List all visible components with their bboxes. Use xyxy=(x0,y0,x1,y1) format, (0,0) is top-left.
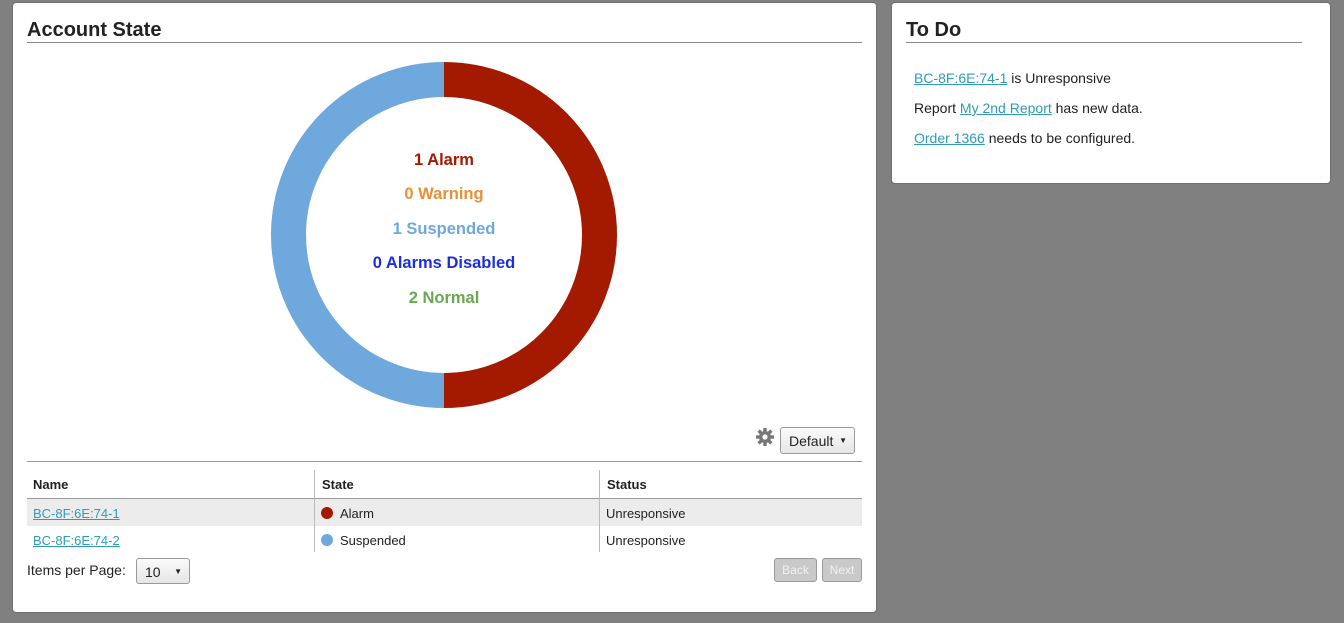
row-status: Unresponsive xyxy=(606,506,686,521)
todo-item: BC-8F:6E:74-1 is Unresponsive xyxy=(914,70,1111,86)
items-per-page-select[interactable]: 10 ▼ xyxy=(136,558,190,584)
todo-item: Report My 2nd Report has new data. xyxy=(914,100,1143,116)
column-divider xyxy=(599,470,600,552)
next-button[interactable]: Next xyxy=(822,558,862,582)
column-header-state[interactable]: State xyxy=(322,477,354,492)
row-state: Alarm xyxy=(340,506,374,521)
legend-alarm: 1 Alarm xyxy=(414,151,474,169)
todo-item-suffix: is Unresponsive xyxy=(1007,70,1111,86)
table-top-rule xyxy=(27,461,862,462)
column-header-name[interactable]: Name xyxy=(33,477,69,492)
legend-normal: 2 Normal xyxy=(408,289,480,307)
legend-warning: 0 Warning xyxy=(404,185,484,203)
table-header-rule xyxy=(27,498,862,499)
column-header-status[interactable]: Status xyxy=(607,477,647,492)
table-row: BC-8F:6E:74-1 Alarm Unresponsive xyxy=(27,499,862,526)
legend-suspended: 1 Suspended xyxy=(392,220,496,238)
chevron-down-icon: ▼ xyxy=(839,436,847,445)
title-divider xyxy=(27,42,862,43)
todo-item: Order 1366 needs to be configured. xyxy=(914,130,1135,146)
view-select-dropdown[interactable]: Default ▼ xyxy=(780,427,855,454)
todo-item-suffix: has new data. xyxy=(1051,100,1143,116)
todo-title: To Do xyxy=(906,19,962,41)
items-per-page-label: Items per Page: xyxy=(27,562,126,578)
account-state-panel: Account State 1 Alarm 0 Warning 1 Suspende… xyxy=(12,2,877,613)
gear-icon[interactable] xyxy=(755,427,775,447)
row-status: Unresponsive xyxy=(606,533,686,548)
todo-item-suffix: needs to be configured. xyxy=(984,130,1136,146)
chevron-down-icon: ▼ xyxy=(174,567,182,576)
account-state-donut-chart xyxy=(271,62,617,408)
table-row: BC-8F:6E:74-2 Suspended Unresponsive xyxy=(27,526,862,553)
suspended-state-dot-icon xyxy=(321,534,333,546)
todo-item-prefix: Report xyxy=(914,100,960,116)
todo-item-link[interactable]: BC-8F:6E:74-1 xyxy=(914,70,1008,86)
todo-item-link[interactable]: Order 1366 xyxy=(914,130,985,146)
donut-slice-suspended xyxy=(271,62,445,408)
items-per-page-value: 10 xyxy=(145,564,161,580)
legend-alarms-disabled: 0 Alarms Disabled xyxy=(372,254,516,272)
alarm-state-dot-icon xyxy=(321,507,333,519)
back-button[interactable]: Back xyxy=(774,558,817,582)
row-name-link[interactable]: BC-8F:6E:74-2 xyxy=(33,533,120,548)
title-divider xyxy=(906,42,1302,43)
account-state-title: Account State xyxy=(27,19,162,41)
todo-item-link[interactable]: My 2nd Report xyxy=(959,100,1052,116)
column-divider xyxy=(314,470,315,552)
view-select-value: Default xyxy=(789,433,834,449)
row-name-link[interactable]: BC-8F:6E:74-1 xyxy=(33,506,120,521)
donut-slice-alarm xyxy=(443,62,617,408)
row-state: Suspended xyxy=(340,533,406,548)
todo-panel: To Do BC-8F:6E:74-1 is Unresponsive Repo… xyxy=(891,2,1331,184)
